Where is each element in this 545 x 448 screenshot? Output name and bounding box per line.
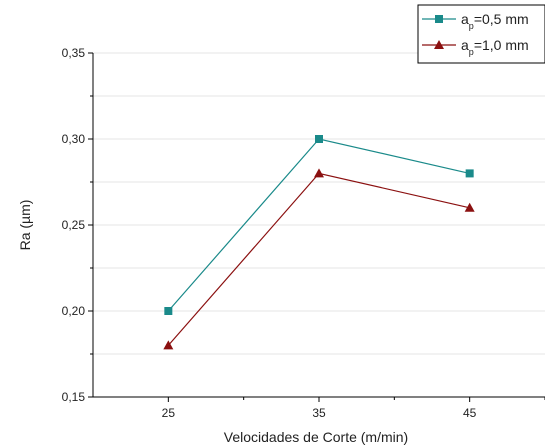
y-tick-label: 0,25 (62, 218, 86, 232)
x-tick-label: 45 (463, 406, 477, 420)
legend-box (417, 4, 545, 64)
series-1-point (465, 169, 474, 178)
x-tick-label: 35 (312, 406, 326, 420)
y-tick-label: 0,15 (62, 390, 86, 404)
legend-marker-1 (435, 15, 443, 23)
x-axis-title: Velocidades de Corte (m/min) (224, 429, 408, 445)
y-tick-label: 0,30 (62, 132, 86, 146)
series-2-point (464, 202, 475, 212)
legend-marker-2 (434, 40, 444, 49)
y-tick-label: 0,35 (62, 46, 86, 60)
series-2-point (314, 168, 324, 178)
series-1-point (164, 307, 173, 315)
legend-label-2: ap=1,0 mm (461, 37, 529, 57)
series-2-point (163, 340, 174, 350)
series-layer (163, 135, 475, 350)
y-axis-unit: µm (17, 204, 33, 224)
y-axis-title: Ra (µm) (17, 200, 33, 251)
y-ticks: 0,15 0,20 0,25 0,30 0,35 (62, 46, 93, 404)
series-1-point (315, 135, 323, 143)
x-tick-label: 25 (162, 406, 176, 420)
legend: ap=0,5 mm ap=1,0 mm (417, 4, 545, 64)
grid-lines (93, 52, 545, 355)
y-tick-label: 0,20 (62, 304, 86, 318)
legend-label-1: ap=0,5 mm (461, 11, 529, 31)
x-ticks: 25 35 45 (162, 397, 545, 420)
